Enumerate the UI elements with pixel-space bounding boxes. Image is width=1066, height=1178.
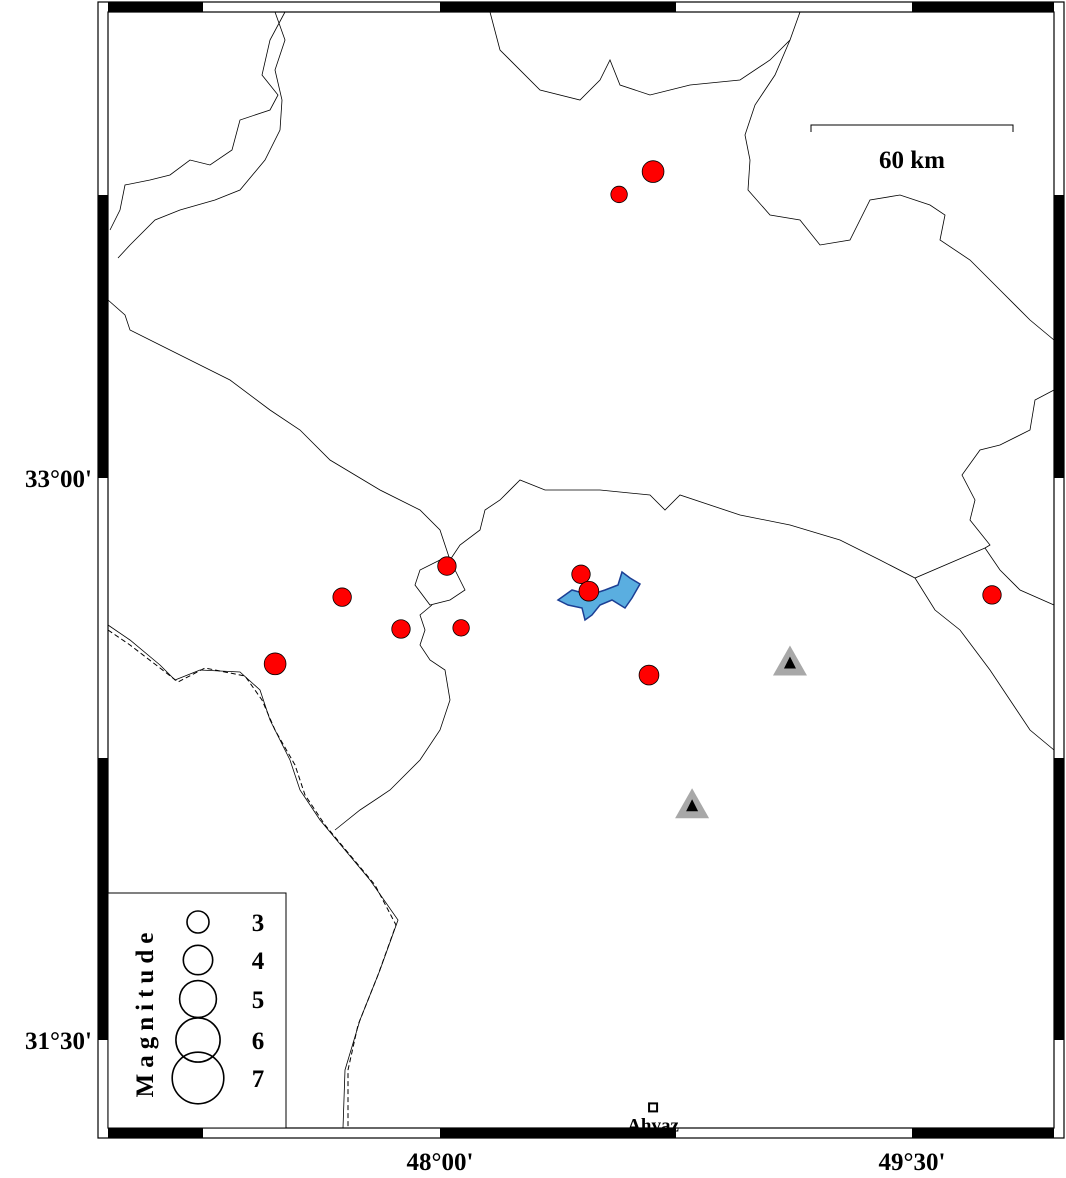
magnitude-legend: Magnitude 3 4 5 6 7 — [107, 892, 287, 1129]
scale-bar — [810, 124, 1014, 132]
seismic-stations — [675, 645, 807, 819]
lake — [556, 570, 642, 622]
lat-tick-label: 31°30' — [25, 1028, 92, 1055]
legend-label: 4 — [252, 948, 265, 975]
cities: Ahvaz — [627, 1102, 679, 1136]
legend-label: 5 — [252, 987, 265, 1014]
earthquake-marker — [263, 652, 287, 676]
legend-label: 3 — [252, 910, 265, 937]
legend-label: 7 — [252, 1066, 265, 1093]
map-frame — [97, 1, 1065, 1139]
lat-tick-label: 33°00' — [25, 466, 92, 493]
legend-circle — [175, 1017, 221, 1063]
legend-title: Magnitude — [132, 927, 159, 1098]
earthquake-marker — [452, 619, 470, 637]
earthquake-marker — [332, 587, 352, 607]
station-marker — [675, 788, 710, 819]
station-triangle-inner — [686, 799, 699, 812]
earthquake-marker — [638, 664, 660, 686]
scale-bar-label: 60 km — [879, 147, 945, 174]
station-marker — [772, 645, 807, 676]
earthquake-marker — [391, 619, 411, 639]
earthquake-marker — [571, 564, 591, 584]
city-label: Ahvaz — [627, 1115, 679, 1136]
earthquake-marker — [641, 160, 665, 183]
lon-tick-label: 48°00' — [407, 1149, 474, 1176]
city-marker — [648, 1102, 659, 1113]
legend-circle — [182, 944, 214, 976]
earthquake-events — [263, 160, 1002, 686]
earthquake-marker — [982, 585, 1002, 605]
legend-label: 6 — [252, 1028, 265, 1055]
lon-tick-label: 49°30' — [879, 1149, 946, 1176]
legend-circle — [171, 1051, 225, 1105]
station-triangle-inner — [783, 656, 796, 669]
international-border — [107, 629, 397, 1128]
earthquake-marker — [610, 185, 628, 204]
earthquake-marker — [437, 556, 457, 576]
earthquake-marker — [578, 580, 600, 602]
legend-circle — [186, 910, 210, 934]
